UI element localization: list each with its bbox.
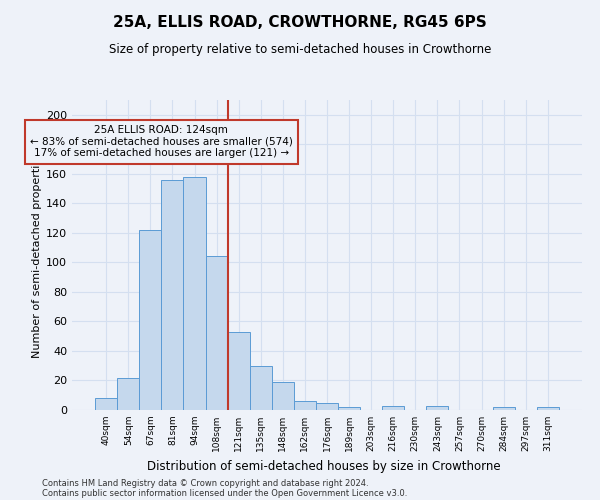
Text: Contains public sector information licensed under the Open Government Licence v3: Contains public sector information licen… <box>42 488 407 498</box>
Bar <box>338 407 360 410</box>
Bar <box>382 406 404 410</box>
Bar <box>184 177 206 410</box>
Bar <box>117 378 139 410</box>
Bar <box>316 402 338 410</box>
Bar <box>493 407 515 410</box>
Bar <box>294 401 316 410</box>
Text: 25A ELLIS ROAD: 124sqm
← 83% of semi-detached houses are smaller (574)
17% of se: 25A ELLIS ROAD: 124sqm ← 83% of semi-det… <box>30 125 293 158</box>
Bar <box>272 382 294 410</box>
Text: Distribution of semi-detached houses by size in Crowthorne: Distribution of semi-detached houses by … <box>147 460 501 473</box>
Bar <box>250 366 272 410</box>
Text: Contains HM Land Registry data © Crown copyright and database right 2024.: Contains HM Land Registry data © Crown c… <box>42 478 368 488</box>
Bar <box>95 398 117 410</box>
Bar <box>161 180 184 410</box>
Bar <box>206 256 227 410</box>
Bar <box>427 406 448 410</box>
Text: 25A, ELLIS ROAD, CROWTHORNE, RG45 6PS: 25A, ELLIS ROAD, CROWTHORNE, RG45 6PS <box>113 15 487 30</box>
Y-axis label: Number of semi-detached properties: Number of semi-detached properties <box>32 152 42 358</box>
Text: Size of property relative to semi-detached houses in Crowthorne: Size of property relative to semi-detach… <box>109 42 491 56</box>
Bar <box>227 332 250 410</box>
Bar <box>139 230 161 410</box>
Bar <box>537 407 559 410</box>
